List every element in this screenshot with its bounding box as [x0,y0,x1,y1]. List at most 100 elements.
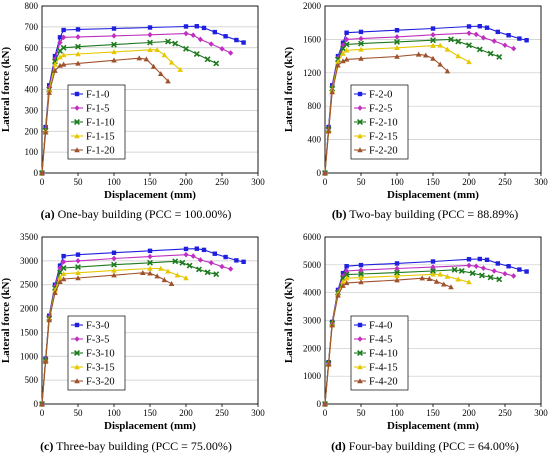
data-point [111,49,117,55]
x-tick-label: 300 [251,177,265,187]
data-point [430,32,436,38]
data-point [190,253,196,259]
x-tick-label: 150 [426,408,440,418]
data-point [161,52,168,58]
legend-entry: F-4-10 [369,349,398,360]
data-point [484,257,490,263]
data-point [75,51,81,57]
data-point [140,269,146,275]
data-point [477,256,482,262]
data-point [183,24,189,29]
chart-panel-d: 0 1000 2000 3000 4000 5000 6000 0 50 100 150 200 250… [283,232,548,453]
data-point [39,401,45,407]
data-point [444,273,451,279]
data-point [394,277,400,283]
data-point [60,265,67,271]
data-point [111,250,117,255]
data-point [194,246,199,251]
data-point [455,38,462,45]
legend-entry: F-2-5 [369,104,392,115]
data-point [147,47,153,53]
x-tick-label: 100 [107,177,121,187]
legend-marker [357,147,363,153]
data-point [437,271,443,277]
data-point [423,52,429,58]
data-point [213,271,220,278]
data-point [358,35,364,42]
data-point [75,269,81,275]
x-tick-label: 100 [390,408,404,418]
data-point [183,30,189,37]
legend-entry: F-1-10 [86,118,115,129]
y-tick-label: 2500 [20,280,39,290]
chart-panel-a: 0 100 200 300 400 500 600 700 800 0 50 100 150 200 250… [0,1,265,221]
data-point [154,273,160,279]
data-point [61,259,67,265]
x-axis-label: Displacement (mm) [104,420,196,432]
y-tick-label: 3000 [303,316,322,326]
data-point [322,401,328,407]
panel-caption: (a) One-bay building (PCC = 100.00%) [41,207,232,221]
data-point [511,273,517,279]
y-tick-label: 600 [25,43,39,53]
data-point [426,275,433,281]
data-point [158,265,164,271]
data-point [60,270,67,276]
data-point [524,269,529,274]
chart-panel-b: 0 400 800 1200 1600 2000 0 50 100 150 200 250 300 Dis… [283,1,548,221]
data-point [61,34,67,41]
data-point [484,25,490,30]
data-point [60,276,67,282]
x-tick-label: 250 [215,408,229,418]
data-point [57,54,63,60]
data-point [61,253,66,259]
data-point [394,28,400,33]
x-tick-label: 0 [323,408,328,418]
data-point [394,34,400,40]
data-point [165,268,171,274]
x-tick-label: 250 [215,177,229,187]
data-point [430,55,436,61]
data-point [502,42,508,49]
data-point [511,45,517,52]
data-point [441,281,447,287]
data-point [52,67,58,73]
data-point [335,59,341,65]
data-point [478,272,485,279]
legend-entry: F-1-0 [86,90,109,101]
data-point [430,267,436,274]
x-tick-label: 0 [323,177,328,187]
data-point [172,258,179,265]
y-tick-label: 4000 [303,288,322,298]
data-point [451,266,458,273]
legend-marker [74,105,80,111]
x-tick-label: 200 [179,177,193,187]
y-tick-label: 2000 [303,343,322,353]
y-tick-label: 3000 [20,256,39,266]
legend-entry: F-2-0 [369,90,392,101]
data-point [466,24,472,29]
legend-entry: F-3-5 [86,335,109,346]
data-point [204,56,211,63]
x-tick-label: 300 [534,177,548,187]
data-point [158,71,164,77]
data-point [491,268,497,274]
data-point [57,39,63,46]
data-point [394,38,400,45]
data-point [234,258,239,263]
legend-entry: F-4-0 [369,321,392,332]
data-point [241,40,246,45]
y-tick-label: 0 [317,168,322,178]
y-tick-label: 400 [25,85,39,95]
data-point [335,292,341,298]
data-point [219,263,225,270]
x-tick-label: 50 [357,177,367,187]
data-point [448,284,454,290]
data-point [495,29,500,35]
data-point [496,53,503,60]
y-tick-label: 100 [25,147,39,157]
x-tick-label: 300 [534,408,548,418]
x-tick-label: 200 [462,408,476,418]
data-point [60,52,67,58]
y-tick-label: 800 [308,101,322,111]
